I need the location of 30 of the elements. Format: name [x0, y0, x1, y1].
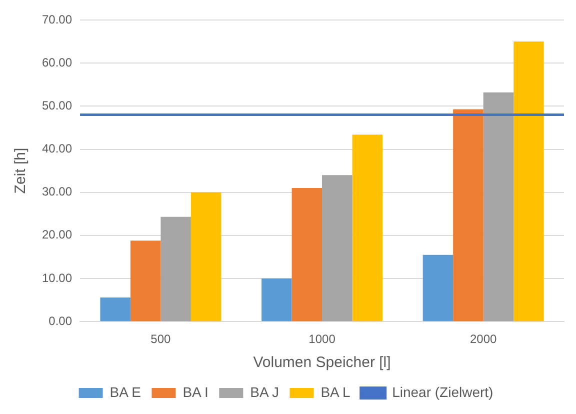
legend-label: BA I [182, 384, 208, 400]
y-tick-label: 70.00 [42, 12, 72, 26]
bar [130, 240, 161, 322]
bar [352, 134, 383, 322]
bar [322, 175, 352, 322]
legend-label: BA E [110, 384, 141, 400]
y-tick-label: 10.00 [42, 270, 72, 285]
y-tick-label: 0.00 [48, 314, 72, 328]
x-axis-title: Volumen Speicher [l] [253, 354, 391, 372]
bar [100, 297, 130, 322]
legend-label: BA L [320, 384, 351, 400]
legend-label: Linear (Zielwert) [392, 384, 494, 400]
bar [422, 254, 454, 322]
x-tick-label: 500 [150, 332, 172, 346]
y-tick-label: 60.00 [42, 55, 72, 70]
bar [160, 216, 191, 322]
y-tick-label: 30.00 [42, 184, 72, 199]
bar [190, 192, 222, 322]
x-tick-label: 2000 [470, 332, 498, 346]
bar [262, 278, 292, 322]
bar [292, 188, 322, 322]
y-tick-label: 20.00 [42, 228, 72, 242]
bar [483, 92, 514, 322]
y-tick-label: 40.00 [42, 142, 72, 156]
bar [514, 42, 544, 322]
y-axis-title: Zeit [h] [12, 148, 30, 194]
y-tick-label: 50.00 [42, 98, 72, 112]
x-tick-label: 1000 [308, 332, 336, 346]
legend-label: BA J [250, 384, 279, 400]
bar [453, 109, 484, 322]
